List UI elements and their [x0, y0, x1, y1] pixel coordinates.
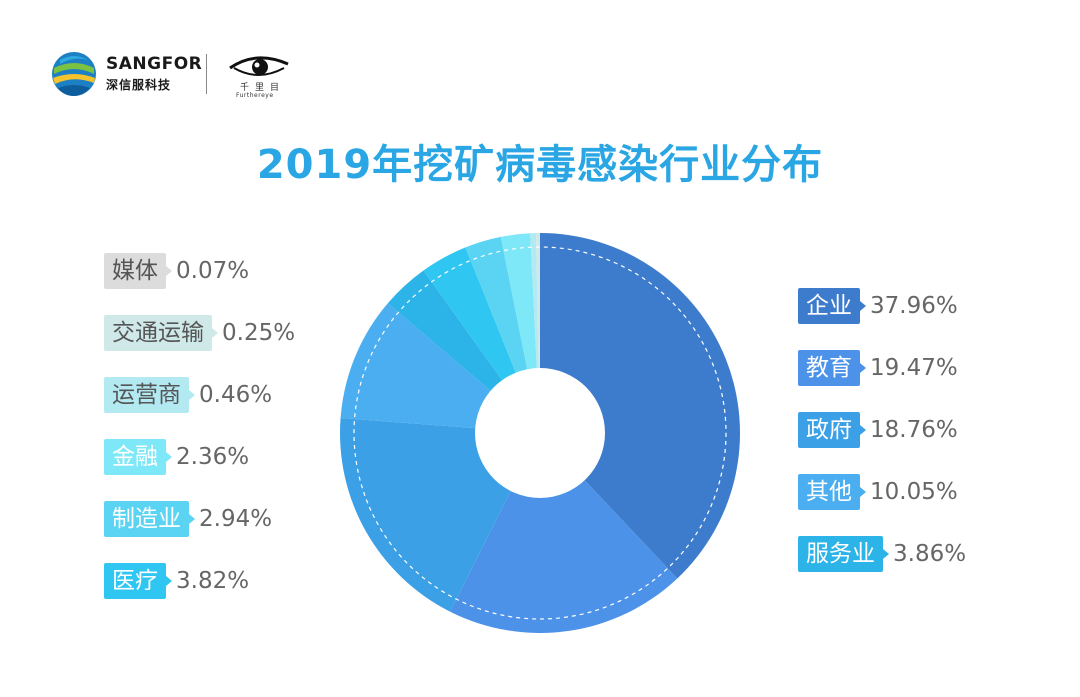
- legend-label: 政府: [798, 412, 866, 448]
- legend-item: 制造业 2.94%: [104, 501, 272, 537]
- legend-item: 金融 2.36%: [104, 439, 249, 475]
- legend-label: 教育: [798, 350, 866, 386]
- sangfor-wordmark: SANGFOR: [106, 54, 203, 74]
- legend-label: 其他: [798, 474, 866, 510]
- legend-item: 企业 37.96%: [798, 288, 958, 324]
- legend-value: 37.96%: [870, 293, 958, 319]
- legend-value: 2.36%: [176, 444, 250, 470]
- pie-center-hole: [475, 368, 605, 498]
- legend-value: 3.86%: [893, 541, 967, 567]
- legend-item: 服务业 3.86%: [798, 536, 966, 572]
- legend-value: 0.46%: [199, 382, 273, 408]
- pie-dashed-ring: [353, 246, 727, 620]
- legend-label: 媒体: [104, 253, 172, 289]
- legend-label: 金融: [104, 439, 172, 475]
- legend-label: 服务业: [798, 536, 889, 572]
- eye-logo-icon: [229, 56, 289, 76]
- legend-item: 交通运输 0.25%: [104, 315, 295, 351]
- legend-label: 制造业: [104, 501, 195, 537]
- legend-label: 企业: [798, 288, 866, 324]
- legend-item: 教育 19.47%: [798, 350, 958, 386]
- legend-label: 医疗: [104, 563, 172, 599]
- legend-value: 0.07%: [176, 258, 250, 284]
- legend-label: 交通运输: [104, 315, 218, 351]
- legend-label: 运营商: [104, 377, 195, 413]
- chart-title: 2019年挖矿病毒感染行业分布: [256, 142, 824, 188]
- eye-en-wordmark: Furthereye: [236, 92, 274, 99]
- legend-value: 3.82%: [176, 568, 250, 594]
- legend-value: 19.47%: [870, 355, 958, 381]
- sangfor-logo-icon: [52, 52, 96, 96]
- logo-divider: [206, 54, 207, 94]
- legend-value: 10.05%: [870, 479, 958, 505]
- legend-item: 媒体 0.07%: [104, 253, 249, 289]
- legend-value: 2.94%: [199, 506, 273, 532]
- logo-area: SANGFOR 深信服科技 千里目 Furthereye: [50, 48, 310, 100]
- pie-slice-0: [540, 232, 741, 579]
- eye-cn-wordmark: 千里目: [240, 83, 286, 93]
- legend-item: 运营商 0.46%: [104, 377, 272, 413]
- legend-item: 其他 10.05%: [798, 474, 958, 510]
- sangfor-cn-wordmark: 深信服科技: [106, 78, 172, 92]
- pie-slice-1: [449, 433, 678, 634]
- legend-value: 0.25%: [222, 320, 296, 346]
- legend-item: 医疗 3.82%: [104, 563, 249, 599]
- legend-item: 政府 18.76%: [798, 412, 958, 448]
- legend-value: 18.76%: [870, 417, 958, 443]
